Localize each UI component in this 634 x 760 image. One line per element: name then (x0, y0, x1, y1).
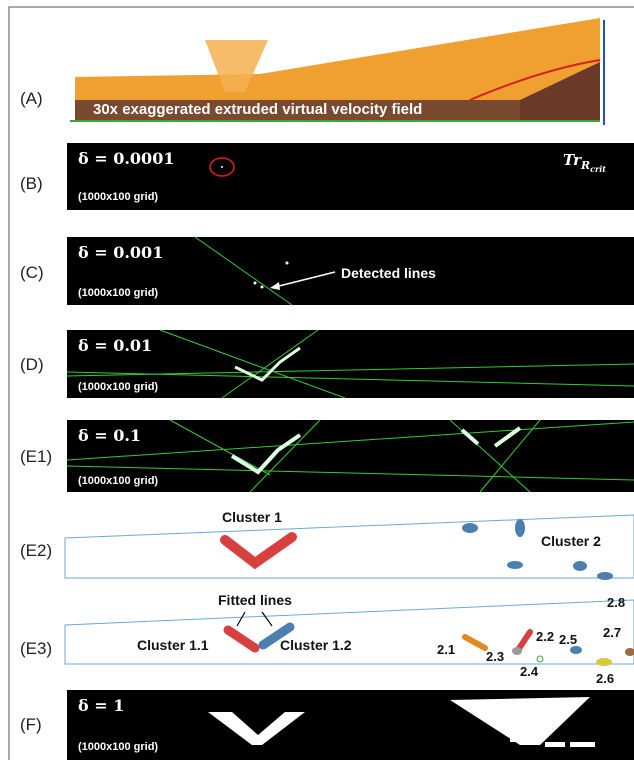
panel-label: (E2) (20, 541, 52, 560)
grid-note: (1000x100 grid) (78, 381, 158, 393)
delta: δ = 0.001 (78, 243, 163, 262)
grid-note: (1000x100 grid) (78, 741, 158, 753)
page: {"panels": [ {"label": "(A)", "caption":… (0, 0, 634, 760)
cluster-label: Cluster 1 (222, 509, 282, 525)
delta: δ = 0.1 (78, 426, 141, 445)
panel-label: (A) (20, 89, 43, 108)
cluster-label: Cluster 2 (541, 533, 601, 549)
cluster-2-5 (570, 646, 582, 654)
blob (515, 519, 525, 537)
panel-label: (E3) (20, 639, 52, 658)
grid-note: (1000x100 grid) (78, 475, 158, 487)
panel-label: (B) (20, 174, 43, 193)
cluster-label: 2.2 (536, 629, 554, 644)
threshold-subsub: crit (590, 164, 606, 174)
blob (462, 523, 478, 533)
caption: 30x exaggerated extruded virtual velocit… (93, 101, 422, 118)
shape (570, 742, 595, 747)
blob (597, 572, 613, 580)
blob (573, 561, 587, 571)
grid-note: (1000x100 grid) (78, 191, 158, 203)
annotation: Fitted lines (218, 592, 292, 608)
annotation: Detected lines (341, 265, 436, 281)
panel-label: (F) (20, 715, 42, 734)
cluster-label: 2.8 (607, 595, 625, 610)
shape (545, 742, 565, 747)
panel-label: (E1) (20, 447, 52, 466)
cluster-label: Cluster 1.1 (137, 637, 209, 653)
cluster-label: Cluster 1.2 (280, 637, 352, 653)
figure: (A) 30x exaggerated extruded virtual vel… (0, 0, 634, 760)
dot (221, 166, 223, 168)
grid-note: (1000x100 grid) (78, 287, 158, 299)
dot (254, 282, 257, 285)
orange-field (75, 18, 600, 100)
cluster-label: 2.5 (559, 632, 577, 647)
shape (510, 738, 518, 742)
panel-label: (D) (20, 355, 44, 374)
cluster-label: 2.3 (486, 649, 504, 664)
cluster-label: 2.1 (437, 642, 455, 657)
threshold-sub: R (580, 159, 590, 172)
delta: δ = 0.0001 (78, 149, 174, 168)
cluster-2-3 (512, 647, 522, 655)
velocity-field: 30x exaggerated extruded virtual velocit… (70, 18, 604, 125)
cluster-label: 2.7 (603, 625, 621, 640)
dot (286, 262, 289, 265)
panel-label: (C) (20, 263, 44, 282)
dot (261, 286, 264, 289)
delta: δ = 0.01 (78, 336, 152, 355)
cluster-label: 2.4 (520, 664, 539, 679)
blob (507, 561, 523, 569)
delta: δ = 1 (78, 696, 124, 715)
threshold-base: Tr (563, 151, 582, 169)
cluster-2-6 (596, 658, 612, 666)
cluster-label: 2.6 (596, 671, 614, 686)
